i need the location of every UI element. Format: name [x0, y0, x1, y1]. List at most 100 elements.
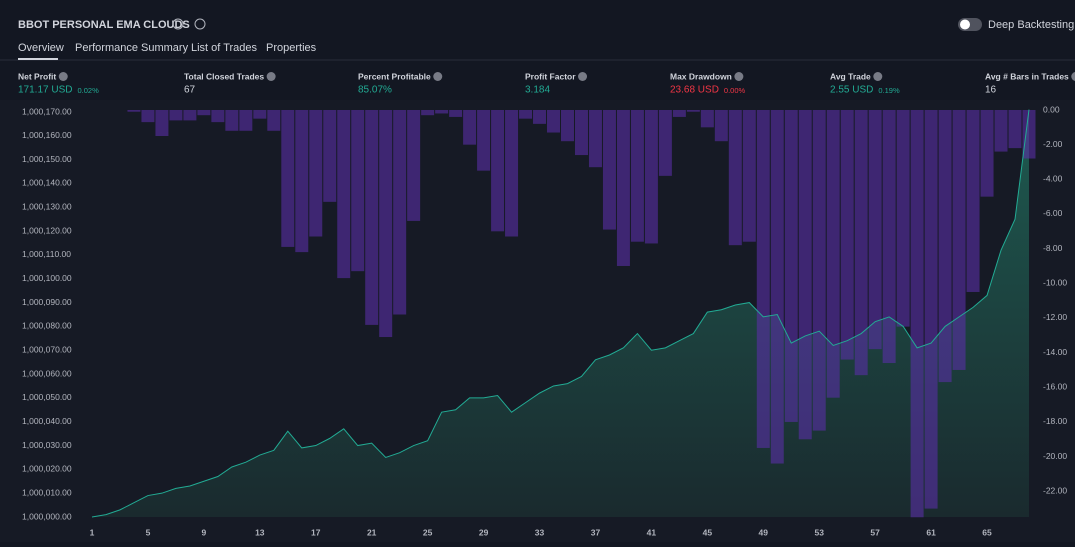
drawdown-bar — [1008, 110, 1022, 149]
drawdown-bar — [141, 110, 155, 123]
toggle-label: Deep Backtesting — [988, 19, 1074, 31]
drawdown-bar — [197, 110, 211, 116]
drawdown-bar — [784, 110, 798, 422]
drawdown-bar — [393, 110, 407, 315]
y-tick-label: 1,000,040.00 — [22, 416, 72, 426]
info-icon — [873, 72, 883, 81]
x-tick-label: 41 — [647, 527, 657, 537]
stat-value: 2.55 USD — [830, 85, 873, 96]
info-icon — [578, 72, 588, 81]
y2-tick-label: -4.00 — [1043, 174, 1063, 184]
stat-value: 3.184 — [525, 85, 550, 96]
drawdown-bar — [574, 110, 588, 156]
y-tick-label: 1,000,060.00 — [22, 368, 72, 378]
drawdown-bar — [477, 110, 491, 171]
y2-tick-label: 0.00 — [1043, 104, 1060, 114]
x-tick-label: 37 — [591, 527, 601, 537]
y-tick-label: 1,000,070.00 — [22, 344, 72, 354]
drawdown-bar — [966, 110, 980, 292]
drawdown-bar — [644, 110, 658, 244]
stat-value: 85.07% — [358, 85, 392, 96]
x-tick-label: 61 — [926, 527, 936, 537]
y2-tick-label: -2.00 — [1043, 139, 1063, 149]
drawdown-bar — [295, 110, 309, 253]
drawdown-bar — [435, 110, 449, 114]
y-tick-label: 1,000,100.00 — [22, 273, 72, 283]
drawdown-bar — [742, 110, 756, 242]
drawdown-bar — [183, 110, 197, 121]
drawdown-bar — [169, 110, 183, 121]
drawdown-bar — [463, 110, 477, 145]
y2-tick-label: -6.00 — [1043, 208, 1063, 218]
tab[interactable]: List of Trades — [191, 42, 258, 54]
stat-sub: 0.02% — [77, 86, 99, 95]
stat-label: Total Closed Trades — [184, 71, 264, 81]
stat-sub: 0.00% — [724, 86, 746, 95]
drawdown-bar — [421, 110, 435, 116]
x-tick-label: 1 — [90, 527, 95, 537]
y-tick-label: 1,000,130.00 — [22, 202, 72, 212]
drawdown-bar — [980, 110, 994, 197]
drawdown-bar — [519, 110, 533, 119]
stat-label: Avg Trade — [830, 71, 871, 81]
drawdown-bar — [561, 110, 574, 142]
drawdown-bar — [407, 110, 421, 221]
y2-tick-label: -12.00 — [1043, 312, 1067, 322]
y-tick-label: 1,000,020.00 — [22, 464, 72, 474]
y-tick-label: 1,000,050.00 — [22, 392, 72, 402]
stat-label: Avg # Bars in Trades — [985, 71, 1069, 81]
drawdown-bar — [337, 110, 351, 279]
drawdown-bar — [281, 110, 295, 247]
info-icon — [734, 72, 744, 81]
info-icon — [1071, 72, 1075, 81]
y2-tick-label: -20.00 — [1043, 451, 1067, 461]
x-tick-label: 65 — [982, 527, 992, 537]
drawdown-bar — [952, 110, 966, 370]
drawdown-bar — [924, 110, 938, 509]
drawdown-bar — [602, 110, 616, 230]
y-tick-label: 1,000,140.00 — [22, 178, 72, 188]
drawdown-bar — [365, 110, 379, 325]
settings-icon[interactable] — [172, 18, 184, 30]
tab[interactable]: Properties — [266, 42, 317, 54]
drawdown-bar — [127, 110, 141, 112]
drawdown-bar — [714, 110, 728, 142]
tab[interactable]: Performance Summary — [75, 42, 189, 54]
x-tick-label: 57 — [870, 527, 880, 537]
stat-label: Profit Factor — [525, 71, 576, 81]
y2-tick-label: -18.00 — [1043, 416, 1067, 426]
y2-tick-label: -14.00 — [1043, 347, 1067, 357]
stat-value: 171.17 USD — [18, 85, 72, 96]
drawdown-bar — [323, 110, 337, 202]
y2-tick-label: -8.00 — [1043, 243, 1063, 253]
drawdown-bar — [854, 110, 868, 376]
drawdown-bar — [239, 110, 253, 131]
active-tab-indicator — [18, 58, 58, 60]
alert-icon[interactable] — [194, 18, 206, 30]
drawdown-bar — [756, 110, 770, 448]
drawdown-bar — [630, 110, 644, 242]
drawdown-bar — [267, 110, 281, 131]
drawdown-bar — [547, 110, 560, 133]
x-tick-label: 29 — [479, 527, 489, 537]
info-icon — [266, 72, 276, 81]
drawdown-bar — [672, 110, 686, 117]
stat-value: 16 — [985, 85, 997, 96]
drawdown-bar — [812, 110, 826, 431]
x-tick-label: 53 — [814, 527, 824, 537]
tab[interactable]: Overview — [18, 42, 64, 54]
drawdown-bar — [449, 110, 463, 117]
y-tick-label: 1,000,170.00 — [22, 106, 72, 116]
drawdown-bar — [840, 110, 854, 360]
x-tick-label: 33 — [535, 527, 545, 537]
stat-label: Max Drawdown — [670, 71, 732, 81]
drawdown-bar — [491, 110, 505, 232]
drawdown-bar — [533, 110, 547, 124]
y-tick-label: 1,000,080.00 — [22, 321, 72, 331]
stat-label: Net Profit — [18, 71, 56, 81]
drawdown-bar — [938, 110, 952, 383]
info-icon — [58, 72, 68, 81]
y2-tick-label: -22.00 — [1043, 486, 1067, 496]
drawdown-bar — [686, 110, 700, 112]
y-tick-label: 1,000,110.00 — [22, 249, 71, 259]
